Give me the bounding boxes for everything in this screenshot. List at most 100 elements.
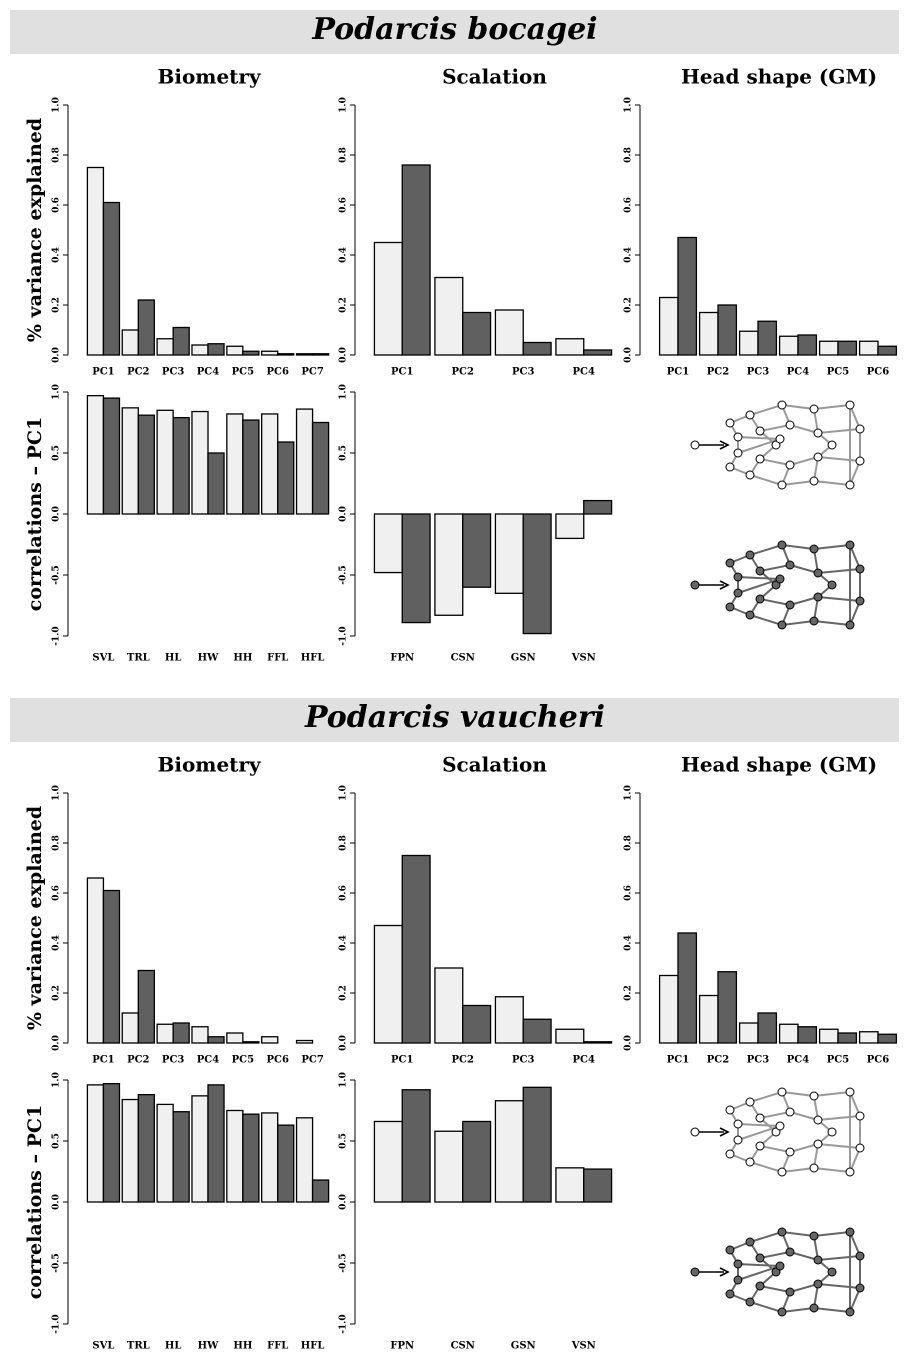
y-tick-label: 0.0 (339, 347, 349, 363)
landmark (725, 462, 735, 472)
y-tick-label: 0.0 (339, 506, 349, 522)
landmark (809, 616, 819, 626)
y-axis-label: % variance explained (24, 806, 46, 1030)
y-axis-label: correlations – PC1 (24, 1105, 46, 1299)
bar (698, 994, 719, 1044)
bar (434, 967, 464, 1044)
y-tick-label: 0.6 (52, 197, 62, 213)
x-tick-label: GSN (511, 653, 536, 664)
y-tick-label: 1.0 (339, 1072, 349, 1088)
landmark-link (781, 1167, 815, 1173)
y-tick-label: -0.5 (52, 565, 62, 584)
landmark-link (817, 568, 861, 574)
y-tick-label: 0.2 (624, 297, 634, 313)
bar (261, 1112, 279, 1203)
y-axis-label: % variance explained (24, 118, 46, 342)
bar (242, 350, 260, 356)
x-tick-label: PC2 (127, 367, 149, 378)
landmark-link (737, 1265, 781, 1281)
landmark (755, 566, 765, 576)
bar (877, 345, 898, 356)
landmark (809, 1091, 819, 1101)
landmark-link (789, 1283, 819, 1293)
landmark (690, 580, 700, 590)
landmark (777, 540, 787, 550)
bar (738, 1022, 759, 1044)
bar (137, 414, 155, 515)
bar (373, 513, 403, 574)
bar (172, 416, 190, 515)
y-tick-label: 0.6 (624, 197, 634, 213)
column-title: Biometry (157, 753, 262, 777)
bar (261, 1036, 279, 1044)
bar (226, 413, 244, 515)
bar (858, 340, 879, 356)
landmark (755, 1253, 765, 1263)
y-tick-label: 0.0 (52, 506, 62, 522)
bar (555, 1028, 585, 1044)
y-tick-label: 0.4 (339, 935, 349, 951)
y-tick-label: 1.0 (624, 785, 634, 801)
y-tick-label: 0.2 (339, 985, 349, 1001)
y-tick-label: 0.5 (52, 445, 62, 461)
landmark (745, 550, 755, 560)
y-tick-label: 0.2 (339, 297, 349, 313)
bar (555, 338, 585, 356)
landmark-link (759, 598, 791, 606)
landmark (690, 1267, 700, 1277)
bar (86, 166, 105, 356)
bar (462, 513, 492, 588)
landmark-link (737, 438, 781, 454)
bar (555, 1167, 585, 1203)
bar (191, 1095, 209, 1203)
bar (677, 236, 698, 356)
landmark (813, 1139, 823, 1149)
y-tick-label: -0.5 (339, 565, 349, 584)
landmark (733, 1119, 743, 1129)
landmark (855, 1111, 865, 1121)
landmark (733, 432, 743, 442)
landmark (855, 1251, 865, 1261)
bar (522, 513, 552, 635)
heading-band (10, 698, 899, 742)
landmark-link (781, 1231, 815, 1237)
landmark-link (789, 564, 819, 574)
landmark (725, 602, 735, 612)
y-tick-label: 0.4 (624, 935, 634, 951)
y-tick-label: 0.2 (52, 985, 62, 1001)
landmark (745, 610, 755, 620)
bar (102, 397, 121, 515)
landmark (785, 600, 795, 610)
landmark-link (759, 1285, 791, 1293)
x-tick-label: PC3 (162, 1055, 184, 1066)
bar (137, 969, 155, 1044)
bar (462, 311, 492, 356)
landmark-link (749, 544, 783, 556)
landmark-link (789, 456, 819, 466)
bar (373, 924, 403, 1044)
heading-band (10, 10, 899, 54)
bar (757, 1012, 778, 1044)
arrow-head (719, 580, 730, 590)
landmark-link (759, 564, 791, 572)
x-tick-label: HFL (301, 1341, 325, 1352)
bar (226, 1032, 244, 1044)
x-tick-label: FFL (267, 653, 288, 664)
landmark (813, 1115, 823, 1125)
y-tick-label: 0.0 (52, 1035, 62, 1051)
x-tick-label: PC2 (707, 1055, 729, 1066)
x-tick-label: PC2 (707, 367, 729, 378)
bar (242, 419, 260, 515)
landmark (813, 592, 823, 602)
x-tick-label: PC4 (787, 367, 809, 378)
x-tick-label: HW (198, 653, 219, 664)
y-tick-label: 0.0 (52, 1194, 62, 1210)
x-tick-label: PC4 (573, 1055, 595, 1066)
x-tick-label: HH (233, 653, 252, 664)
x-tick-label: PC5 (827, 1055, 849, 1066)
x-tick-label: PC4 (787, 1055, 809, 1066)
landmark (733, 1135, 743, 1145)
bar (738, 330, 759, 356)
landmark-link (749, 474, 783, 486)
x-tick-label: PC1 (391, 1055, 413, 1066)
